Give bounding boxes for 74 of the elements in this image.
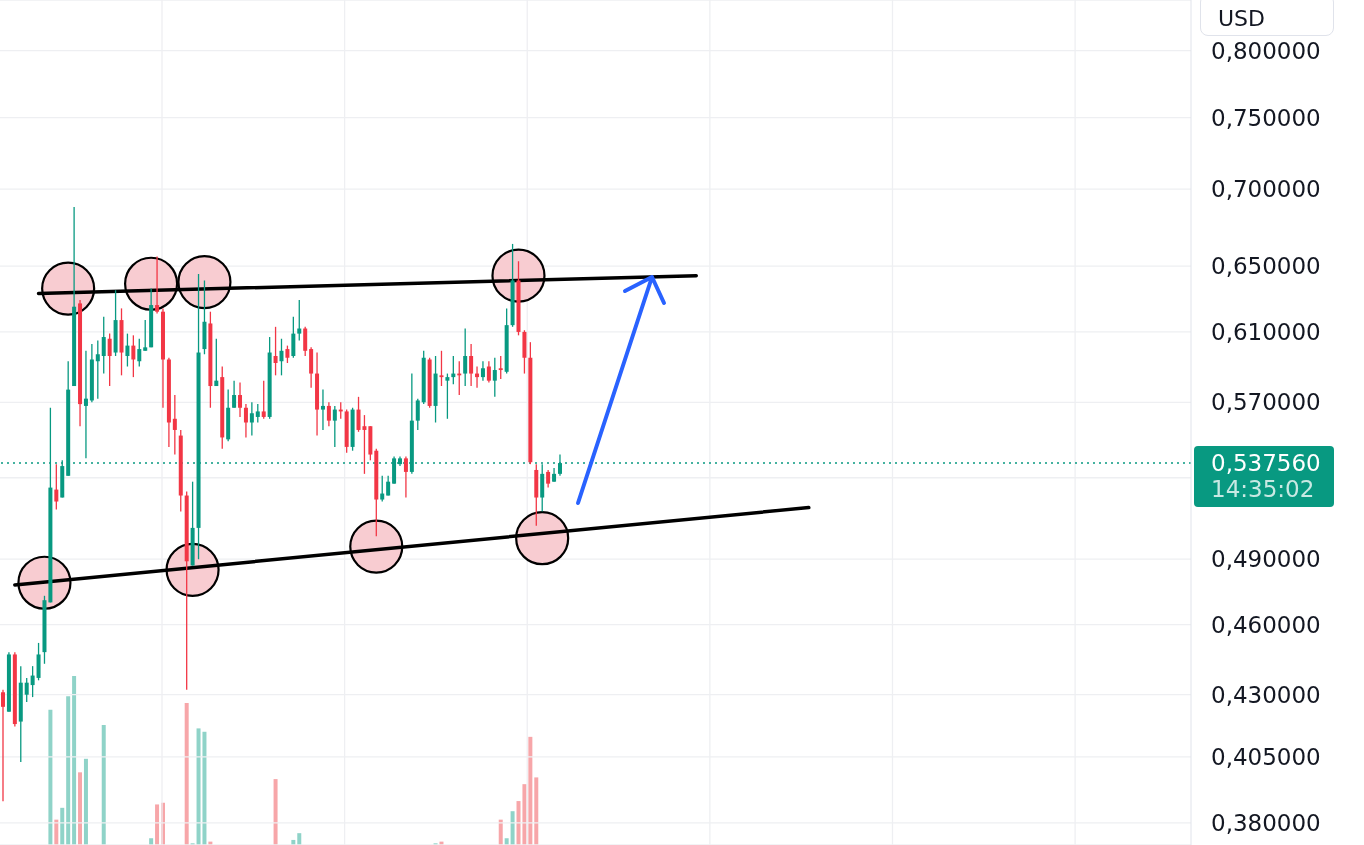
- bar: [78, 772, 83, 845]
- point: [515, 511, 570, 566]
- text: 14:35:02: [1211, 476, 1315, 503]
- y-tick-label: 0,650000: [1211, 253, 1321, 280]
- bar: [155, 804, 160, 845]
- candlestick: [332, 405, 337, 448]
- candlestick: [326, 401, 331, 427]
- candlestick: [273, 326, 278, 376]
- candlestick: [445, 372, 450, 420]
- ref-line-label: 0,537560: [1211, 450, 1321, 477]
- candlestick: [125, 332, 130, 368]
- candlestick: [415, 398, 420, 431]
- candlestick: [480, 360, 485, 382]
- candlestick: [155, 255, 160, 315]
- candlestick: [24, 677, 29, 703]
- candlestick: [320, 388, 325, 431]
- candlestick: [291, 316, 296, 359]
- candlestick: [95, 339, 100, 400]
- candlestick: [172, 394, 177, 456]
- y-tick-label: 0,700000: [1211, 176, 1321, 203]
- y-tick-label: 0,430000: [1211, 681, 1321, 708]
- y-tick-label: 0,570000: [1211, 389, 1321, 416]
- y-tick-label: 0,460000: [1211, 611, 1321, 638]
- bar: [60, 807, 65, 845]
- bar: [101, 725, 106, 845]
- y-tick-label: 0,490000: [1211, 546, 1321, 573]
- candlestick: [386, 475, 391, 497]
- candlestick: [492, 357, 497, 398]
- candlestick: [249, 401, 254, 437]
- candlestick: [303, 326, 308, 357]
- candlestick: [498, 355, 503, 380]
- candlestick: [214, 338, 219, 387]
- candlestick: [107, 332, 112, 387]
- y-axis-title: USD: [1200, 0, 1334, 36]
- bar: [66, 696, 71, 845]
- candlestick: [83, 350, 88, 460]
- candlestick: [486, 360, 491, 384]
- candlestick: [279, 338, 284, 376]
- bar: [297, 833, 302, 845]
- y-tick-label: 0,610000: [1211, 319, 1321, 346]
- bar: [273, 779, 278, 845]
- candlestick: [380, 475, 385, 503]
- y-tick-label: 0,750000: [1211, 104, 1321, 131]
- candlestick: [439, 350, 444, 387]
- candlestick: [297, 299, 302, 342]
- bar: [184, 703, 189, 845]
- candlestick: [243, 403, 248, 439]
- bar: [48, 709, 53, 845]
- y-tick-label: 0,800000: [1211, 37, 1321, 64]
- bar: [510, 811, 515, 845]
- candlestick: [255, 403, 260, 424]
- candlestick: [101, 316, 106, 375]
- candlestick: [463, 327, 468, 387]
- candlestick: [1, 689, 5, 802]
- candlestick: [137, 338, 142, 368]
- bar: [528, 736, 533, 845]
- candlestick: [143, 319, 148, 352]
- candlestick: [557, 453, 562, 477]
- y-tick-label: 0,380000: [1211, 810, 1321, 837]
- candlestick: [238, 381, 243, 418]
- candlestick: [232, 380, 237, 409]
- y-tick-label: 0,405000: [1211, 743, 1321, 770]
- bar: [83, 758, 88, 845]
- bar: [534, 777, 539, 845]
- candlestick: [36, 642, 41, 681]
- point: [349, 519, 404, 574]
- candlestick: [469, 343, 474, 387]
- point: [177, 255, 232, 310]
- candlestick: [30, 665, 35, 698]
- candlestick: [261, 380, 266, 420]
- candlestick: [403, 455, 408, 499]
- candlestick: [131, 334, 136, 378]
- bar: [72, 676, 77, 845]
- candlestick: [54, 463, 59, 511]
